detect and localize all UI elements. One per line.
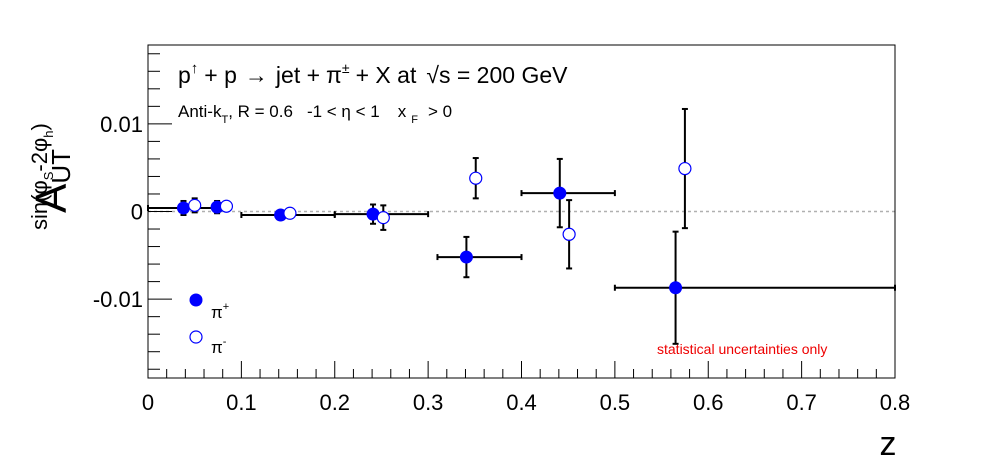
marker-pi-minus (283, 206, 297, 220)
data-point-pi-minus (562, 199, 576, 270)
legend: π+ π- (189, 293, 229, 357)
title-x: + X at (356, 62, 417, 88)
y-tick-label: 0 (131, 200, 143, 225)
title-arrow: → (245, 62, 268, 88)
subtitle-xf-sub: F (411, 114, 418, 126)
x-tick-label: 0.1 (226, 390, 257, 415)
x-tick-label: 0.5 (600, 390, 631, 415)
data-point-pi-minus (188, 197, 202, 214)
x-tick-label: 0.7 (786, 390, 817, 415)
ylabel-sin-mid: -2φ (27, 138, 52, 172)
data-point-pi-plus (147, 199, 215, 217)
y-axis-label: AUT sin(φS-2φh) (27, 123, 76, 230)
ylabel-ut: UT (46, 149, 76, 184)
ylabel-sin-sub1: S (41, 171, 56, 180)
marker-pi-minus (376, 211, 390, 225)
ylabel-a: A (27, 183, 76, 213)
marker-pi-minus (188, 198, 202, 212)
title-jet: jet + (275, 62, 320, 88)
x-axis-label: z (880, 425, 897, 463)
annotation-stat-uncertainty: statistical uncertainties only (657, 341, 827, 357)
legend-marker-pi-minus (189, 330, 203, 344)
marker-pi-plus (553, 186, 567, 200)
data-point-pi-minus (678, 107, 692, 230)
svg-text:AUT: AUT (27, 149, 76, 213)
x-tick-label: 0.2 (319, 390, 350, 415)
x-tick-label: 0 (142, 390, 154, 415)
legend-marker-pi-plus (189, 293, 203, 307)
marker-pi-minus (562, 227, 576, 241)
title-p: p (178, 62, 191, 88)
legend-label-pi-minus: π- (211, 336, 227, 357)
data-point-pi-minus (283, 206, 297, 220)
x-tick-label: 0.3 (413, 390, 444, 415)
chart-subtitle: Anti-kT, R = 0.6 -1 < η < 1 x F > 0 (178, 102, 452, 126)
marker-pi-minus (469, 171, 483, 185)
data-point-pi-plus (613, 230, 896, 345)
y-tick-label: 0.01 (100, 112, 143, 137)
legend-label-pi-plus: π+ (211, 301, 229, 322)
x-tick-label: 0.8 (880, 390, 911, 415)
subtitle-xf-cut: > 0 (428, 102, 452, 121)
ylabel-sin: sin(φ (27, 180, 52, 230)
data-point-pi-plus (436, 235, 523, 279)
data-point-pi-minus (469, 157, 483, 200)
subtitle-antik-sub: T (221, 114, 228, 126)
data-point-pi-minus (376, 204, 390, 231)
svg-text:sin(φS-2φh): sin(φS-2φh) (27, 123, 56, 230)
ylabel-sin-sub2: h (41, 131, 56, 138)
title-plus-p: + p (204, 62, 237, 88)
marker-pi-plus (366, 207, 380, 221)
y-tick-label: -0.01 (93, 287, 143, 312)
axis-ticks: 0 0.1 0.2 0.3 0.4 0.5 0.6 0.7 0.8 -0.01 0 0.01 (93, 53, 911, 415)
x-tick-label: 0.4 (506, 390, 537, 415)
title-pi-charge: ± (342, 60, 350, 76)
data-points (147, 107, 896, 345)
data-point-pi-plus (520, 157, 616, 229)
subtitle-xf: x (398, 102, 407, 121)
title-sqrt-s: √s = 200 GeV (426, 62, 568, 88)
data-point-pi-minus (219, 199, 234, 213)
plot-frame (147, 44, 896, 379)
marker-pi-plus (459, 250, 473, 264)
marker-pi-minus (219, 199, 234, 213)
subtitle-eta: -1 < η < 1 (307, 102, 380, 121)
title-pi: π (326, 62, 342, 88)
marker-pi-plus (176, 201, 190, 215)
title-spin-up: ↑ (191, 60, 199, 77)
subtitle-radius: , R = 0.6 (228, 102, 293, 121)
marker-pi-minus (678, 161, 692, 176)
x-tick-label: 0.6 (693, 390, 724, 415)
marker-pi-plus (669, 281, 683, 295)
chart-title: p↑ + p → jet + π± + X at √s = 200 GeV (178, 60, 568, 88)
subtitle-antik: Anti-k (178, 102, 222, 121)
ylabel-sin-end: ) (27, 123, 52, 130)
